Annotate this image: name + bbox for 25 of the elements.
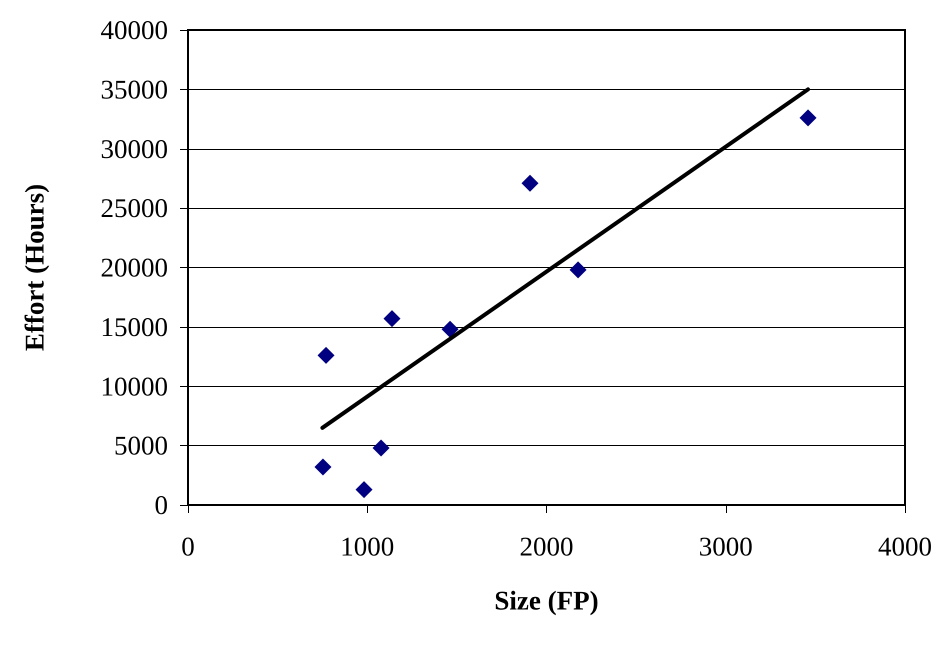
- x-tick-label: 1000: [340, 532, 394, 562]
- x-tick-label: 3000: [698, 532, 753, 562]
- y-tick-label: 15000: [100, 312, 168, 342]
- y-tick-label: 40000: [100, 15, 168, 45]
- y-tick-label: 35000: [100, 74, 168, 104]
- x-tick-label: 0: [181, 532, 195, 562]
- point: [318, 346, 335, 364]
- y-tick-label: 10000: [100, 371, 168, 402]
- point: [800, 109, 817, 126]
- y-tick-label: 25000: [100, 193, 168, 224]
- y-tick-label: 30000: [100, 134, 168, 164]
- point: [383, 310, 400, 328]
- y-tick-label: 5000: [114, 430, 168, 461]
- y-axis-title: Effort (Hours): [20, 184, 50, 352]
- point: [522, 174, 539, 192]
- point: [570, 261, 587, 278]
- x-tick-label: 4000: [878, 532, 932, 562]
- point: [314, 458, 332, 476]
- point: [372, 440, 390, 456]
- x-tick-label: 2000: [520, 532, 574, 562]
- point: [442, 320, 459, 338]
- y-tick-label: 0: [154, 490, 168, 520]
- y-tick-label: 20000: [100, 252, 168, 282]
- point: [356, 481, 373, 498]
- x-axis-title: Size (FP): [494, 586, 599, 616]
